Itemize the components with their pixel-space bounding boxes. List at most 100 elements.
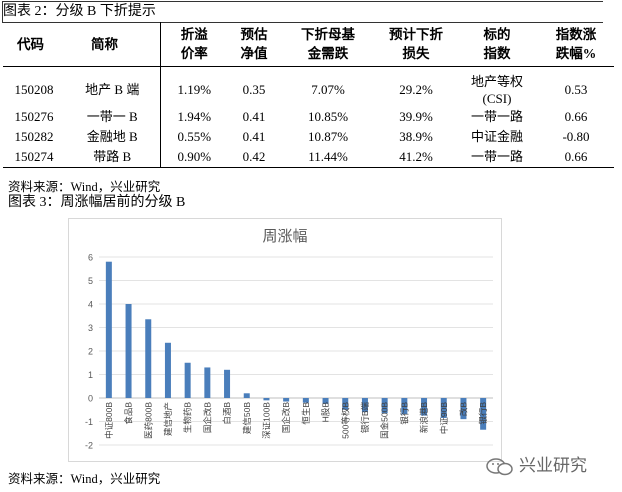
y-tick-label: 6 [88,253,93,263]
y-tick-label: 3 [88,323,93,333]
cell-index: 一带一路 [456,147,538,168]
cell-change: 0.66 [538,147,614,168]
cell-premium: 1.19% [159,66,228,107]
x-tick-label: 建信地产 [163,402,173,436]
x-tick-label: 白酒B [222,402,232,425]
cell-drop: 10.85% [307,109,349,124]
wechat-icon [486,457,513,475]
bar [145,319,152,398]
x-tick-label: 中证90B [439,402,449,434]
cell-name: 金融地 B [86,129,138,144]
x-tick-label: H股B [321,402,331,423]
table-header-row: 代码 简称 折溢 价率 预估 净值 下折母基 金需跌 预计下折 损失 标的 指数 指数涨跌… [3,22,614,67]
bar [381,398,388,414]
table-row: 150276 一带一 B 1.94% 0.41 10.85% 39.9% 一带一… [3,107,614,127]
figure-3-caption: 图表 3：周涨幅居前的分级 B [8,195,186,210]
header-name: 简称 [65,22,160,67]
cell-code: 150208 [14,82,54,97]
cell-premium: 1.94% [159,107,228,127]
y-tick-label: 0 [88,394,93,404]
table-row: 150282 金融地 B 0.55% 0.41 10.87% 38.9% 中证金… [3,127,614,147]
bar [184,362,191,398]
bar [342,398,349,410]
y-tick-label: -2 [85,441,93,451]
x-tick-label: 银行B [478,402,488,425]
y-tick-label: 5 [88,276,93,286]
cell-index: 地产等权 (CSI) [470,74,523,106]
x-tick-label: 改B [458,402,468,417]
cell-loss: 41.2% [376,147,456,168]
x-tick-label: 银行B端 [360,402,370,434]
y-tick-label: -1 [85,417,93,427]
x-tick-label: 恒生B [301,402,311,425]
x-tick-label: 银行B [399,402,409,425]
header-nav: 预估 净值 [228,22,280,67]
y-tick-label: 1 [88,370,93,380]
cell-change: 0.66 [564,109,588,124]
down-conversion-table: 代码 简称 折溢 价率 预估 净值 下折母基 金需跌 预计下折 损失 标的 指数 指数涨跌… [3,22,614,168]
bar [224,369,231,398]
header-index: 标的 指数 [456,22,538,67]
x-tick-label: 中证800B [104,402,114,439]
cell-loss: 38.9% [399,129,433,144]
x-tick-label: 国企改B [202,402,212,434]
cell-loss: 39.9% [399,109,433,124]
figure-2-caption: 图表 2：分级 B 下折提示 [3,4,156,19]
cell-index: 一带一路 [470,109,523,124]
cell-index: 中证金融 [470,129,523,144]
bar [125,304,132,398]
table-row: 150274 带路 B 0.90% 0.42 11.44% 41.2% 一带一路… [3,147,614,168]
x-tick-label: 国金500B [380,402,390,439]
watermark: 兴业研究 [485,451,587,477]
cell-change: 0.53 [564,82,588,97]
cell-premium: 0.55% [159,127,228,147]
bar [302,398,309,403]
cell-premium: 0.90% [159,147,228,168]
cell-name: 带路 B [65,147,160,168]
header-drop: 下折母基 金需跌 [280,22,376,67]
bar [460,398,467,420]
chart-plot: -2 -1 0 1 2 3 4 5 6 中证800B 食品B 医药800B 建信地产 生物药B 国企改B 白酒… [85,253,493,451]
bar [283,398,290,402]
cell-code: 150276 [14,109,54,124]
x-tick-label: 500等权B [340,402,350,439]
weekly-gain-chart: 周涨幅 -2 -1 0 1 2 3 4 5 6 中证800B 食品B 医药800B 建信地产 生物药B 国企… [68,218,502,462]
bar [440,398,447,418]
bar [401,398,408,415]
watermark-text: 兴业研究 [519,456,587,475]
header-code: 代码 [3,22,65,67]
x-tick-label: 国企改B [281,402,291,434]
bar [263,398,270,401]
bar [243,393,250,398]
bar [105,261,112,398]
cell-drop: 7.07% [311,82,345,97]
cell-code: 150274 [3,147,65,168]
y-tick-label: 4 [88,300,93,310]
x-tick-label: 新浪港B [419,402,429,434]
cell-loss: 29.2% [399,82,433,97]
bar [322,398,329,404]
cell-drop: 11.44% [280,147,376,168]
y-tick-label: 2 [88,347,93,357]
source-note-2: 资料来源：Wind，兴业研究 [8,472,161,486]
cell-drop: 10.87% [307,129,349,144]
bar [480,398,487,430]
chart-title: 周涨幅 [262,228,308,245]
header-loss: 预计下折 损失 [376,22,456,67]
cell-nav: 0.42 [228,147,280,168]
header-change: 指数涨 跌幅% [538,22,614,67]
bar [204,367,211,398]
bar [421,398,428,416]
cell-change: -0.80 [562,129,590,144]
x-tick-label: 生物药B [183,402,193,434]
x-tick-label: 深证100B [261,402,271,439]
x-tick-label: 食品B [124,402,134,425]
bar [361,398,368,413]
cell-name: 一带一 B [86,109,138,124]
header-premium: 折溢 价率 [159,22,228,67]
cell-nav: 0.41 [242,129,266,144]
cell-name: 地产 B 端 [85,82,140,97]
cell-nav: 0.35 [242,82,266,97]
source-note-1: 资料来源：Wind，兴业研究 [8,180,161,194]
x-tick-label: 医药800B [143,402,153,439]
